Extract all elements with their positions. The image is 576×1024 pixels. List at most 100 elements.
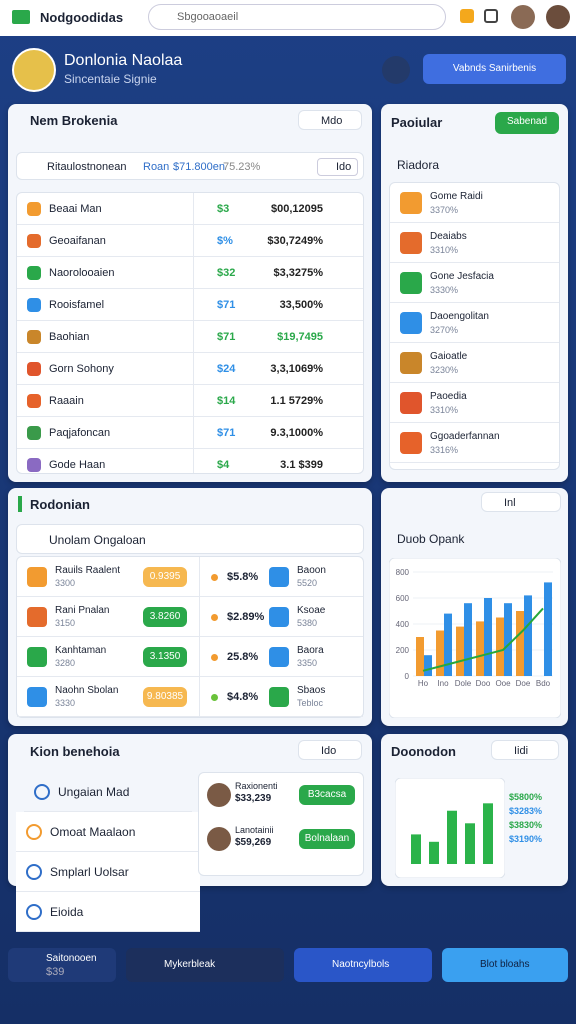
table-row[interactable]: Gode Haan $4 3.1 $399 [17, 449, 363, 473]
row-pill: 3.1350 [143, 647, 187, 667]
table-row[interactable]: Paqjafoncan $71 9.3,1000% [17, 417, 363, 449]
person-avatar [207, 827, 231, 851]
x-tick-label: Ooe [495, 679, 511, 688]
bar [465, 823, 475, 864]
avatar[interactable] [511, 5, 535, 29]
row-sub: 5520 [297, 578, 318, 588]
row-badge: $71 [217, 299, 236, 311]
table-row[interactable]: Rooisfamel $71 33,500% [17, 289, 363, 321]
table-row[interactable]: Naorolooaien $32 $3,3275% [17, 257, 363, 289]
bottom-label: Naotncylbols [332, 959, 390, 970]
row-icon [27, 426, 41, 440]
row-badge: $32 [217, 267, 236, 279]
item-icon [400, 192, 422, 214]
popular-item[interactable]: Gaioatle 3230% [390, 343, 559, 383]
row-icon [27, 647, 47, 667]
bottom-button[interactable]: Blot bloahs [442, 948, 568, 982]
table-row[interactable]: Geoaifanan $% $30,7249% [17, 225, 363, 257]
item-icon [400, 392, 422, 414]
popular-item[interactable]: Ggoaderfannan 3316% [390, 423, 559, 463]
table-row[interactable]: Beaai Man $3 $00,12095 [17, 193, 363, 225]
summary-item[interactable]: Ido [317, 158, 359, 176]
bottom-label: Saitonooen [46, 953, 97, 964]
dropdown[interactable]: Iidi [491, 740, 559, 760]
dropdown[interactable]: Inl [481, 492, 561, 512]
profile-avatar [12, 48, 56, 92]
kion-panel: Kion benehoia Ido Ungaian Mad Omoat Maala… [8, 734, 372, 932]
panel-title: Nem Brokenia [30, 113, 118, 128]
item-sub: 3330% [430, 285, 459, 295]
item-icon [400, 352, 422, 374]
person-name: Lanotainii [235, 825, 274, 835]
bottom-button[interactable]: Saitonooen $39 [8, 948, 116, 982]
popular-item[interactable]: Daoengolitan 3270% [390, 303, 559, 343]
row-menu [193, 257, 194, 289]
rodonian-panel: Rodonian Unolam Ongaloan Rauils Raalent 3… [8, 488, 372, 726]
icon[interactable] [460, 9, 474, 23]
row-menu [193, 193, 194, 225]
search-box[interactable]: Sbgooaoaeil [148, 4, 446, 30]
person-name: Raxionenti [235, 781, 278, 791]
table-row[interactable]: Raaain $14 1.1 5729% [17, 385, 363, 417]
avatar[interactable] [546, 5, 570, 29]
item-label: Ungaian Mad [58, 785, 130, 799]
row-badge: $4 [217, 459, 230, 471]
dropdown[interactable]: Mdo [298, 110, 362, 130]
kion-item[interactable]: Omoat Maalaon [16, 812, 200, 852]
icon[interactable] [484, 9, 498, 23]
bottom-button[interactable]: Naotncylbols [294, 948, 432, 982]
kion-item[interactable]: Smplarl Uolsar [16, 852, 200, 892]
kion-item[interactable]: Eioida [16, 892, 200, 932]
section-header[interactable]: Unolam Ongaloan [16, 524, 364, 554]
item-sub: 3310% [430, 245, 459, 255]
row-name: Paqjafoncan [49, 427, 111, 439]
x-tick-label: Dole [455, 679, 472, 688]
summary-card: Ritaulostnonean Roan $71.800en 75.23% Ido [16, 152, 364, 180]
bottom-button[interactable]: Mykerbleak [126, 948, 284, 982]
row-icon [27, 687, 47, 707]
row-icon [269, 607, 289, 627]
row-icon [27, 234, 41, 248]
rodonian-row[interactable]: Kanhtaman 3280 3.1350 25.8% Baora 3350 [17, 637, 363, 677]
row-name: Raaain [49, 395, 84, 407]
row-name: Geoaifanan [49, 235, 106, 247]
kion-item[interactable]: Ungaian Mad [24, 772, 192, 812]
search-button[interactable] [382, 56, 410, 84]
table-row[interactable]: Gorn Sohony $24 3,3,1069% [17, 353, 363, 385]
panel-title: Doonodon [391, 744, 456, 759]
bar [496, 617, 504, 676]
popular-item[interactable]: Gome Raidi 3370% [390, 183, 559, 223]
row-badge: $% [217, 235, 233, 247]
bar [444, 613, 452, 676]
row-icon [27, 458, 41, 472]
popular-item[interactable]: Paoedia 3310% [390, 383, 559, 423]
item-label: Omoat Maalaon [50, 825, 136, 839]
table-row[interactable]: Baohian $71 $19,7495 [17, 321, 363, 353]
rodonian-row[interactable]: Rani Pnalan 3150 3.8260 $2.89% Ksoae 5380 [17, 597, 363, 637]
bottom-label: Mykerbleak [164, 959, 216, 970]
item-label: Smplarl Uolsar [50, 865, 129, 879]
dropdown[interactable]: Ido [298, 740, 362, 760]
bar [429, 841, 439, 864]
rodonian-row[interactable]: Rauils Raalent 3300 0.9395 $5.8% Baoon 5520 [17, 557, 363, 597]
row-sub: 3330 [55, 698, 76, 708]
person-value: $33,239 [235, 793, 272, 804]
person-button[interactable]: Bolnalaan [299, 829, 355, 849]
person-button[interactable]: B3cacsa [299, 785, 355, 805]
popular-item[interactable]: Gone Jesfacia 3330% [390, 263, 559, 303]
row-name: Baohian [49, 331, 90, 343]
profile-button[interactable]: Vabnds Sanirbenis [423, 54, 566, 84]
x-tick-label: Ino [437, 679, 449, 688]
rodonian-row[interactable]: Naohn Sbolan 3330 9.80385 $4.8% Sbaos Tebloc [17, 677, 363, 717]
row-name: Ksoae [297, 605, 326, 616]
popular-item[interactable]: Deaiabs 3310% [390, 223, 559, 263]
row-icon [27, 330, 41, 344]
row-sub: 5380 [297, 618, 318, 628]
row-divider [199, 637, 200, 677]
profile-name: Donlonia Naolaa [64, 52, 183, 69]
item-name: Daoengolitan [430, 311, 489, 322]
item-name: Deaiabs [430, 231, 467, 242]
popular-button[interactable]: Sabenad [495, 112, 559, 134]
row-value: 3.1 $399 [280, 459, 323, 471]
market-panel: Nem Brokenia Mdo Ritaulostnonean Roan $71.… [8, 104, 372, 482]
